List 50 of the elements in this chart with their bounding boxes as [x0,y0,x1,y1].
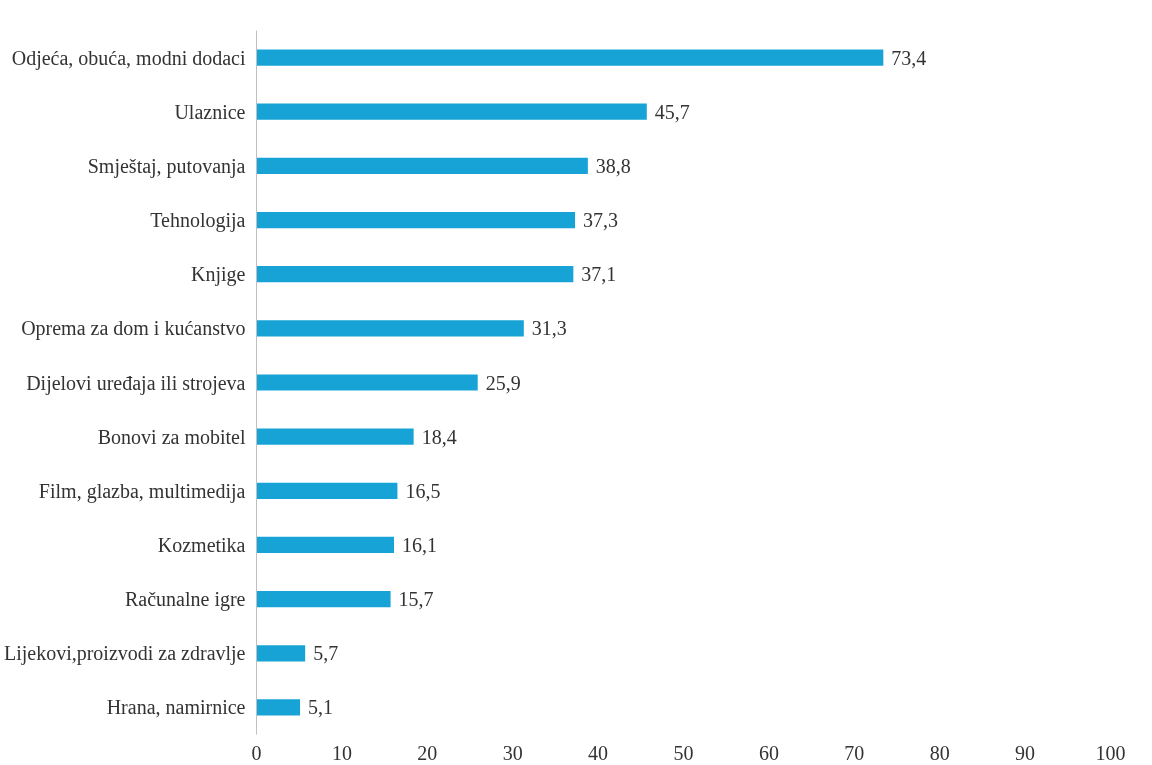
y-tick-label: Oprema za dom i kućanstvo [21,317,246,341]
y-tick-label: Bonovi za mobitel [97,425,246,448]
data-label: 18,4 [421,425,457,448]
data-label: 16,1 [401,533,437,556]
y-tick-label: Tehnologija [150,209,246,233]
data-label: 73,4 [891,46,927,69]
data-label: 25,9 [485,371,521,394]
data-label: 5,1 [308,696,334,719]
y-tick-label: Dijelovi uređaja ili strojeva [26,371,246,395]
x-tick-label: 0 [251,741,262,764]
bar [256,266,574,283]
data-label: 37,1 [581,263,617,286]
bar [256,699,301,716]
bar [256,645,306,662]
x-tick-label: 40 [588,741,609,764]
y-tick-label: Knjige [191,263,246,287]
data-label: 31,3 [531,317,567,340]
x-tick-label: 10 [331,741,352,764]
data-label: 38,8 [595,154,631,177]
x-tick-label: 20 [417,741,438,764]
x-tick-label: 70 [844,741,865,764]
bar [256,103,647,120]
data-label: 5,7 [313,642,339,665]
bar [256,320,524,337]
y-tick-label: Hrana, namirnice [106,696,246,719]
y-tick-label: Smještaj, putovanja [87,154,246,178]
data-label: 16,5 [405,479,441,502]
bar [256,157,588,175]
bar [256,49,884,66]
y-tick-label: Računalne igre [125,588,246,612]
x-tick-label: 50 [673,741,694,764]
bar [256,374,478,391]
bar [256,428,414,445]
y-tick-label: Film, glazba, multimedija [38,479,246,503]
x-tick-label: 60 [758,741,779,764]
x-tick-label: 80 [929,741,950,764]
data-label: 37,3 [583,209,619,232]
data-label: 15,7 [398,588,434,611]
x-tick-label: 100 [1095,741,1126,764]
bar [256,590,391,608]
bar [256,536,394,554]
y-tick-label: Ulaznice [174,100,246,123]
x-tick-label: 90 [1015,741,1036,764]
data-label: 45,7 [654,100,690,123]
y-tick-label: Lijekovi,proizvodi za zdravlje [3,642,246,666]
bar [256,211,576,229]
x-tick-label: 30 [502,741,523,764]
y-tick-label: Odjeća, obuća, modni dodaci [11,46,246,70]
bar [256,482,398,499]
y-tick-label: Kozmetika [157,533,246,556]
